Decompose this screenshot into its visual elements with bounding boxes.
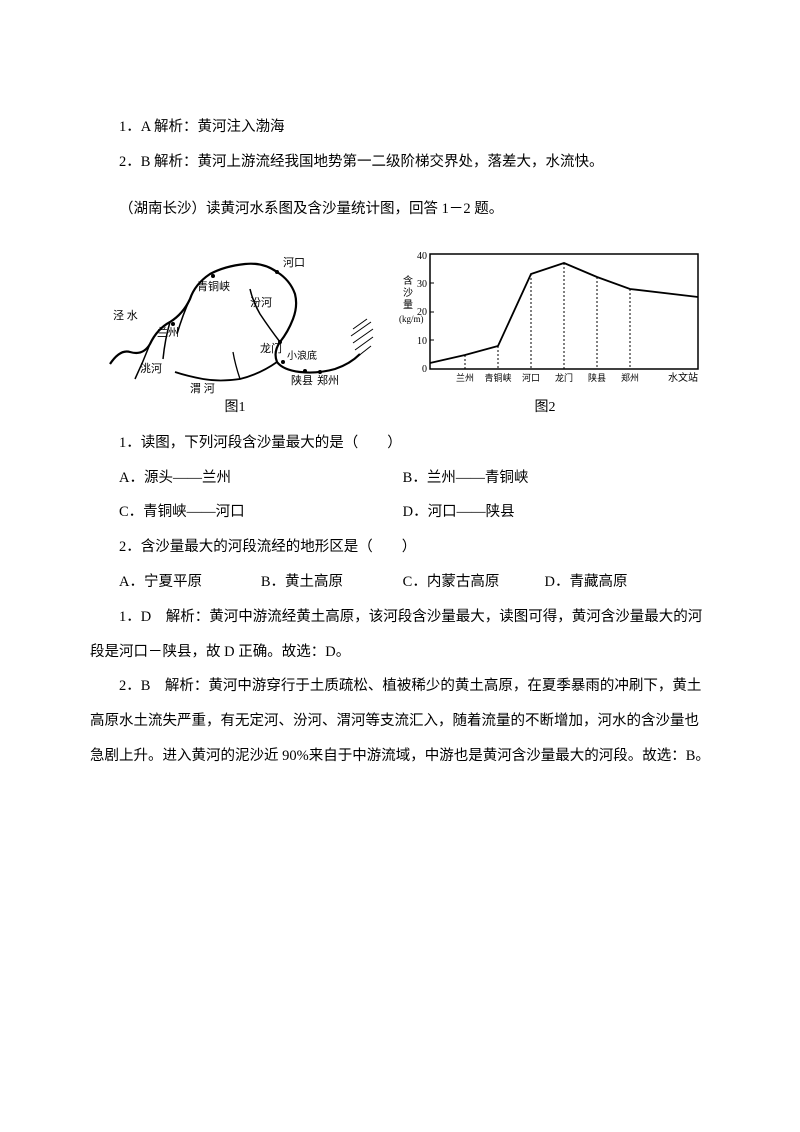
map-label-qingtongxia: 青铜峡: [197, 279, 230, 293]
chart-svg: 0 10 20 30 40 含 沙 量: [385, 244, 705, 399]
map-label-longmen: 龙门: [260, 341, 282, 355]
source-line: （湖南长沙）读黄河水系图及含沙量统计图，回答 1－2 题。: [90, 192, 710, 227]
xtick-1: 青铜峡: [484, 372, 511, 383]
q2-opt-a: A．宁夏平原: [119, 565, 261, 600]
map-label-shanxian: 陕县: [291, 373, 313, 387]
ytick-3: 30: [417, 279, 427, 290]
xtick-5: 郑州: [621, 372, 639, 383]
xtick-3: 龙门: [555, 372, 573, 383]
ytick-4: 40: [417, 251, 427, 262]
ytick-0: 0: [422, 364, 427, 375]
xtick-7: 水文站: [668, 371, 698, 384]
map-svg: 河口 青铜峡 兰州 渭 河 汾河 龙门 小浪底 陕县 郑州 泾 水 洮河: [95, 244, 375, 399]
map-label-taohe: 洮河: [140, 362, 162, 375]
chart-caption: 图2: [385, 397, 705, 419]
map-label-jingshui: 泾 水: [113, 309, 138, 322]
map-label-xiaolangdi: 小浪底: [287, 349, 317, 362]
figures-row: 河口 青铜峡 兰州 渭 河 汾河 龙门 小浪底 陕县 郑州 泾 水 洮河 图1: [90, 244, 710, 419]
map-label-lanzhou: 兰州: [157, 326, 179, 339]
page-container: 1．A 解析：黄河注入渤海 2．B 解析：黄河上游流经我国地势第一二级阶梯交界处…: [0, 0, 800, 834]
map-label-zhengzhou: 郑州: [317, 373, 339, 387]
q1-opt-a: A．源头——兰州: [119, 461, 403, 496]
ytick-1: 10: [417, 336, 427, 347]
answer-line-2: 2．B 解析：黄河上游流经我国地势第一二级阶梯交界处，落差大，水流快。: [90, 145, 710, 180]
xtick-4: 陕县: [588, 372, 606, 383]
map-label-weihe: 渭 河: [190, 382, 215, 395]
map-caption: 图1: [95, 397, 375, 419]
q2-opts-row: A．宁夏平原 B．黄土高原 C．内蒙古高原 D．青藏高原: [119, 565, 710, 600]
xtick-2: 河口: [522, 372, 540, 383]
figure-chart-box: 0 10 20 30 40 含 沙 量: [385, 244, 705, 419]
q2-stem: 2．含沙量最大的河段流经的地形区是（ ）: [90, 530, 710, 565]
q1-opt-d: D．河口——陕县: [403, 495, 687, 530]
q2-opt-c: C．内蒙古高原: [403, 565, 545, 600]
q2-opt-d: D．青藏高原: [544, 565, 686, 600]
q1-opt-b: B．兰州——青铜峡: [403, 461, 687, 496]
xtick-0: 兰州: [456, 372, 474, 383]
answer-1: 1．D 解析：黄河中游流经黄土高原，该河段含沙量最大，读图可得，黄河含沙量最大的…: [90, 600, 710, 670]
q1-opt-c: C．青铜峡——河口: [119, 495, 403, 530]
q1-opts-row1: A．源头——兰州 B．兰州——青铜峡: [119, 461, 710, 496]
map-label-hekou: 河口: [283, 256, 305, 269]
figure-map-box: 河口 青铜峡 兰州 渭 河 汾河 龙门 小浪底 陕县 郑州 泾 水 洮河 图1: [95, 244, 375, 419]
q1-stem: 1．读图，下列河段含沙量最大的是（ ）: [90, 426, 710, 461]
spacer: [90, 180, 710, 192]
map-label-fenhe: 汾河: [250, 296, 272, 309]
answer-2: 2．B 解析：黄河中游穿行于土质疏松、植被稀少的黄土高原，在夏季暴雨的冲刷下，黄…: [90, 669, 710, 773]
q1-opts-row2: C．青铜峡——河口 D．河口——陕县: [119, 495, 710, 530]
answer-line-1: 1．A 解析：黄河注入渤海: [90, 110, 710, 145]
q2-opt-b: B．黄土高原: [261, 565, 403, 600]
